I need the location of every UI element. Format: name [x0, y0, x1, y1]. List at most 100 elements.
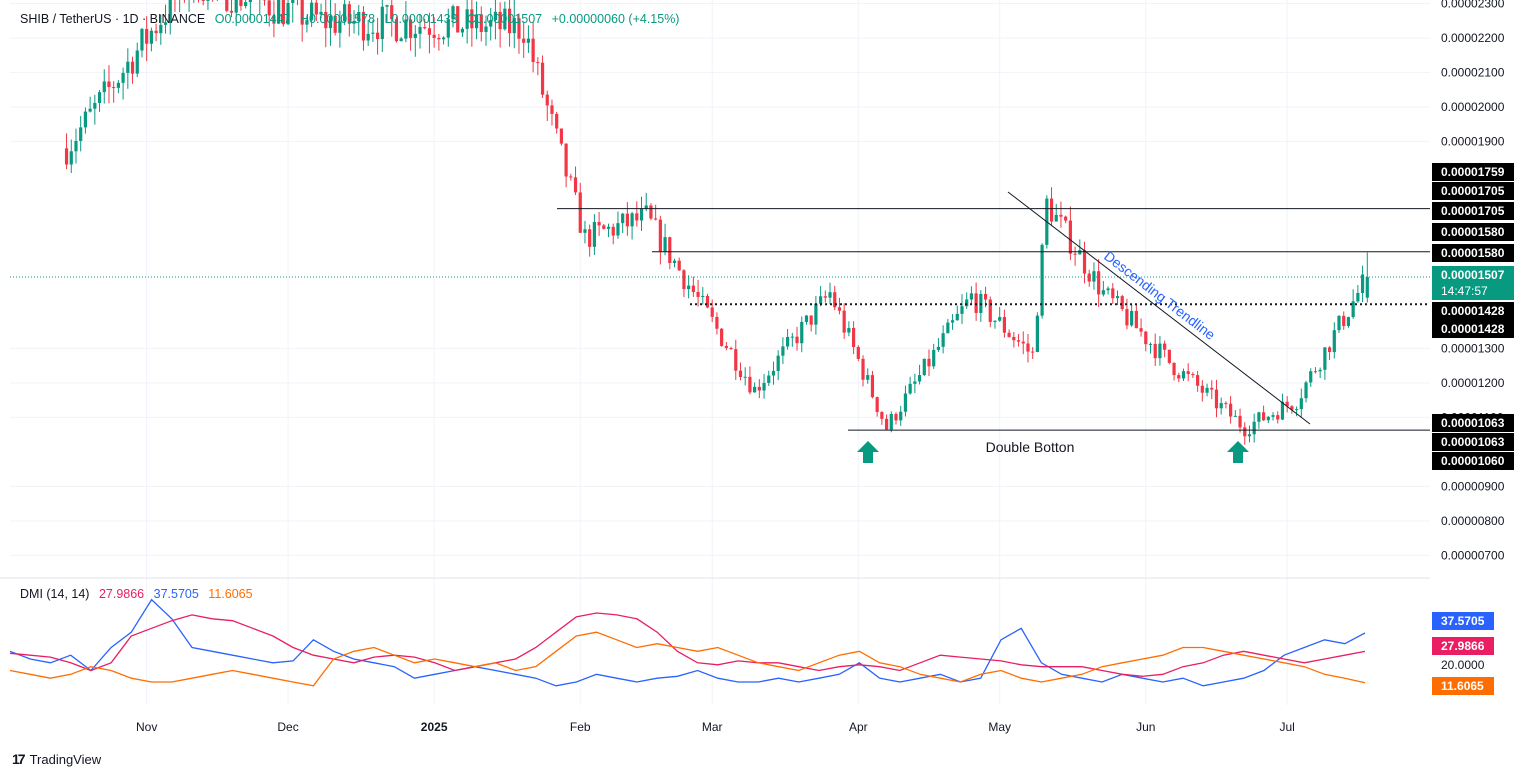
candle-body [701, 295, 705, 297]
candle-body [526, 38, 531, 43]
candle-body [724, 345, 728, 349]
candle-body [1356, 292, 1360, 302]
dmi-axis-label: 27.9866 [1441, 639, 1485, 653]
pattern-label: Double Botton [986, 439, 1075, 455]
price-label: 0.00001063 [1441, 435, 1505, 449]
candle-body [545, 94, 549, 106]
close-value: C0.00001507 [467, 12, 543, 26]
candle-body [121, 72, 125, 83]
dmi-adx-line [9, 612, 1366, 677]
candle-body [408, 19, 413, 38]
candle-body [748, 376, 752, 393]
candle-body [201, 0, 205, 1]
dmi-legend: DMI (14, 14) 27.9866 37.5705 11.6065 [20, 587, 259, 601]
candle-body [743, 376, 747, 378]
price-label: 0.00001060 [1441, 454, 1505, 468]
price-label-bg [1432, 452, 1514, 470]
candle-body [418, 27, 422, 34]
candle-body [1309, 371, 1313, 383]
candle-body [319, 11, 323, 15]
x-tick-label: 2025 [421, 720, 448, 734]
x-tick-label: Feb [570, 720, 591, 734]
candle-body [225, 0, 229, 11]
candle-body [955, 313, 959, 321]
candle-body [531, 38, 535, 63]
candle-body [950, 320, 955, 323]
candle-body [870, 375, 875, 398]
candle-body [126, 61, 130, 73]
dmi-axis-label: 20.0000 [1441, 658, 1485, 672]
candle-body [484, 26, 488, 33]
x-tick-label: Apr [849, 720, 868, 734]
candle-body [248, 0, 252, 3]
symbol-label[interactable]: SHIB / TetherUS · 1D · BINANCE [20, 12, 206, 26]
candle-body [913, 381, 917, 384]
candle-body [149, 30, 153, 44]
y-tick-label: 0.00002200 [1441, 31, 1505, 45]
candle-body [272, 15, 276, 24]
price-label: 0.00001428 [1441, 322, 1505, 336]
candle-body [738, 370, 743, 378]
candle-body [1035, 315, 1039, 352]
dmi-label[interactable]: DMI (14, 14) [20, 587, 90, 601]
candle-body [145, 28, 149, 44]
dmi-minus-di-value: 11.6065 [208, 587, 253, 601]
x-tick-label: Jul [1279, 720, 1294, 734]
candle-body [1002, 317, 1007, 333]
candle-body [1200, 385, 1204, 393]
candle-body [1294, 409, 1299, 411]
candle-body [767, 375, 771, 383]
candle-body [875, 397, 879, 413]
candle-body [229, 10, 234, 13]
price-label: 0.00001580 [1441, 246, 1505, 260]
candle-body [1120, 296, 1124, 309]
candle-body [762, 382, 766, 391]
candle-body [1026, 343, 1030, 352]
candle-body [267, 0, 271, 16]
candle-body [823, 296, 827, 298]
candle-body [310, 2, 314, 21]
candle-body [941, 333, 945, 347]
candle-body [710, 307, 714, 317]
high-value: H0.00001578 [299, 12, 376, 26]
candle-body [446, 19, 450, 38]
candle-body [286, 2, 290, 25]
candle-body [1097, 271, 1101, 295]
candle-body [300, 0, 304, 25]
candle-body [1111, 288, 1115, 299]
candle-body [512, 18, 516, 34]
candle-body [644, 205, 648, 209]
candle-body [983, 293, 988, 300]
price-label-bg [1432, 433, 1514, 451]
candle-body [536, 62, 540, 64]
candle-body [564, 143, 568, 177]
candle-body [343, 4, 347, 22]
candle-body [1125, 308, 1129, 326]
dmi-plus-di-line [9, 598, 1366, 687]
candle-body [856, 346, 860, 359]
candle-body [1313, 371, 1318, 373]
candle-body [1106, 288, 1110, 291]
candle-body [1304, 382, 1308, 399]
candle-body [663, 237, 667, 252]
candle-body [437, 37, 441, 40]
candle-body [1191, 374, 1195, 376]
brand[interactable]: 17 TradingView [12, 751, 101, 767]
candle-body [74, 140, 78, 152]
candle-body [1214, 389, 1219, 409]
trendline-label: Descending Trendline [1101, 248, 1218, 343]
price-label: 0.00001063 [1441, 416, 1505, 430]
price-label: 0.00001507 [1441, 268, 1505, 282]
candle-body [135, 50, 139, 74]
candle-body [1290, 406, 1294, 410]
candle-body [479, 14, 483, 33]
candle-body [97, 92, 102, 103]
candle-body [1285, 401, 1289, 407]
candle-body [390, 5, 394, 20]
candle-body [1210, 387, 1214, 390]
price-label-bg [1432, 163, 1514, 181]
price-label-bg [1432, 223, 1514, 241]
candle-body [517, 18, 521, 39]
candle-body [1332, 330, 1336, 353]
candle-body [394, 19, 399, 42]
